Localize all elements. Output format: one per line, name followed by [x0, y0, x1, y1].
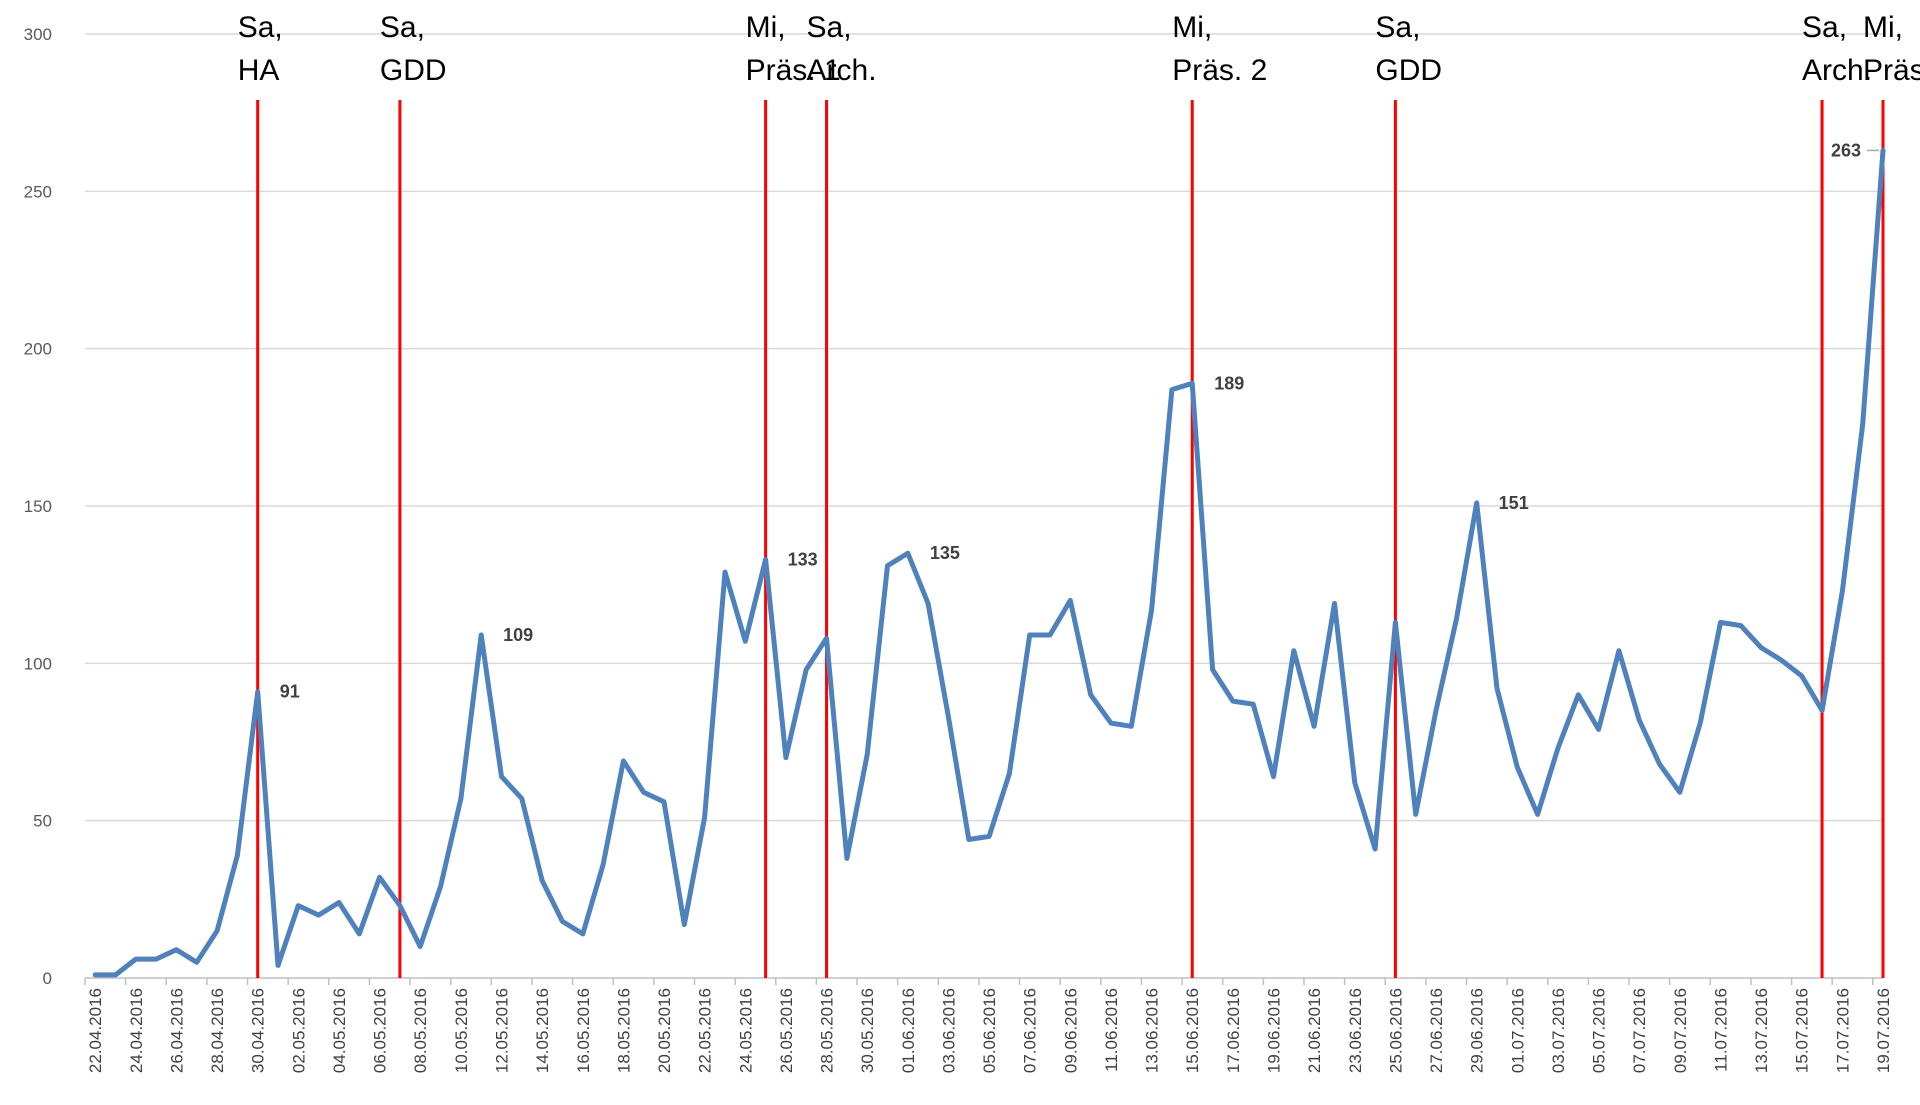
x-tick-label: 21.06.2016 [1305, 988, 1324, 1073]
x-tick-label: 17.07.2016 [1833, 988, 1852, 1073]
x-tick-label: 19.07.2016 [1874, 988, 1893, 1073]
x-tick-label: 24.04.2016 [127, 988, 146, 1073]
x-tick-label: 11.07.2016 [1711, 988, 1730, 1072]
x-tick-label: 29.06.2016 [1468, 988, 1487, 1073]
event-label: GDD [1375, 54, 1442, 87]
data-label: 109 [503, 625, 533, 645]
x-axis-ticks: 22.04.2016 24.04.2016 26.04.2016 28.04.2016… [86, 988, 1893, 1073]
x-axis [84, 977, 1883, 985]
x-tick-label: 16.05.2016 [574, 988, 593, 1073]
event-label: Arch. [1802, 54, 1872, 87]
x-tick-label: 12.05.2016 [492, 988, 511, 1073]
x-tick-label: 17.06.2016 [1224, 988, 1243, 1073]
data-labels: 91 109 133 135 189 151 263 [280, 140, 1879, 702]
x-tick-label: 11.06.2016 [1102, 988, 1121, 1072]
event-label: Sa, [238, 11, 283, 44]
x-tick-label: 01.07.2016 [1508, 988, 1527, 1073]
data-label: 263 [1831, 140, 1861, 160]
x-tick-label: 05.06.2016 [980, 988, 999, 1073]
event-label: Präs. 1 [746, 54, 841, 87]
x-tick-label: 09.06.2016 [1061, 988, 1080, 1073]
y-tick-label: 100 [24, 654, 52, 673]
x-tick-label: 26.04.2016 [167, 988, 186, 1073]
x-tick-label: 27.06.2016 [1427, 988, 1446, 1073]
x-tick-label: 01.06.2016 [899, 988, 918, 1073]
x-tick-label: 09.07.2016 [1671, 988, 1690, 1073]
x-tick-label: 04.05.2016 [330, 988, 349, 1073]
event-label: Präs. 2 [1172, 54, 1267, 87]
x-tick-label: 19.06.2016 [1265, 988, 1284, 1073]
y-tick-label: 300 [24, 25, 52, 44]
x-tick-label: 08.05.2016 [411, 988, 430, 1073]
x-tick-label: 22.05.2016 [696, 988, 715, 1073]
y-axis-ticks: 0 50 100 150 200 250 300 [24, 25, 52, 988]
y-tick-label: 200 [24, 340, 52, 359]
x-tick-label: 15.07.2016 [1793, 988, 1812, 1073]
event-label: Sa, [380, 11, 425, 44]
data-label: 189 [1214, 373, 1244, 393]
event-label: Mi, [746, 11, 786, 44]
event-label: GDD [380, 54, 447, 87]
x-tick-label: 07.07.2016 [1630, 988, 1649, 1073]
y-tick-label: 250 [24, 182, 52, 201]
x-tick-label: 28.05.2016 [818, 988, 837, 1073]
x-tick-label: 02.05.2016 [289, 988, 308, 1073]
x-tick-label: 14.05.2016 [533, 988, 552, 1073]
series-group [92, 147, 1886, 978]
data-label: 133 [788, 549, 818, 569]
event-label: Mi, [1172, 11, 1212, 44]
event-label: HA [238, 54, 280, 87]
x-tick-label: 26.05.2016 [777, 988, 796, 1073]
x-tick-label: 15.06.2016 [1183, 988, 1202, 1073]
x-tick-label: 07.06.2016 [1021, 988, 1040, 1073]
x-tick-label: 10.05.2016 [452, 988, 471, 1073]
x-tick-label: 03.07.2016 [1549, 988, 1568, 1073]
event-label: Präs. 3 [1863, 54, 1920, 87]
data-label: 135 [930, 543, 960, 563]
x-tick-label: 22.04.2016 [86, 988, 105, 1073]
x-tick-label: 30.04.2016 [249, 988, 268, 1073]
data-label: 91 [280, 682, 300, 702]
x-tick-label: 28.04.2016 [208, 988, 227, 1073]
y-tick-label: 50 [33, 812, 52, 831]
data-label: 151 [1499, 493, 1529, 513]
x-tick-label: 23.06.2016 [1346, 988, 1365, 1073]
x-tick-label: 24.05.2016 [736, 988, 755, 1073]
x-tick-label: 20.05.2016 [655, 988, 674, 1073]
x-tick-label: 30.05.2016 [858, 988, 877, 1073]
event-label: Mi, [1863, 11, 1903, 44]
x-tick-label: 03.06.2016 [939, 988, 958, 1073]
series-line [92, 147, 1886, 978]
x-tick-label: 06.05.2016 [371, 988, 390, 1073]
x-tick-label: 05.07.2016 [1590, 988, 1609, 1073]
event-label: Sa, [1802, 11, 1847, 44]
x-tick-label: 13.06.2016 [1143, 988, 1162, 1073]
event-label: Sa, [1375, 11, 1420, 44]
x-tick-label: 13.07.2016 [1752, 988, 1771, 1073]
event-label: Sa, [807, 11, 852, 44]
y-tick-label: 150 [24, 497, 52, 516]
gridlines [85, 33, 1883, 822]
event-markers: Sa, HA Sa, GDD Mi, Präs. 1 Sa, Arch. Mi, Präs. 2 S… [238, 11, 1920, 978]
x-tick-label: 25.06.2016 [1386, 988, 1405, 1073]
x-tick-label: 18.05.2016 [614, 988, 633, 1073]
event-label: Arch. [807, 54, 877, 87]
y-tick-label: 0 [43, 969, 52, 988]
